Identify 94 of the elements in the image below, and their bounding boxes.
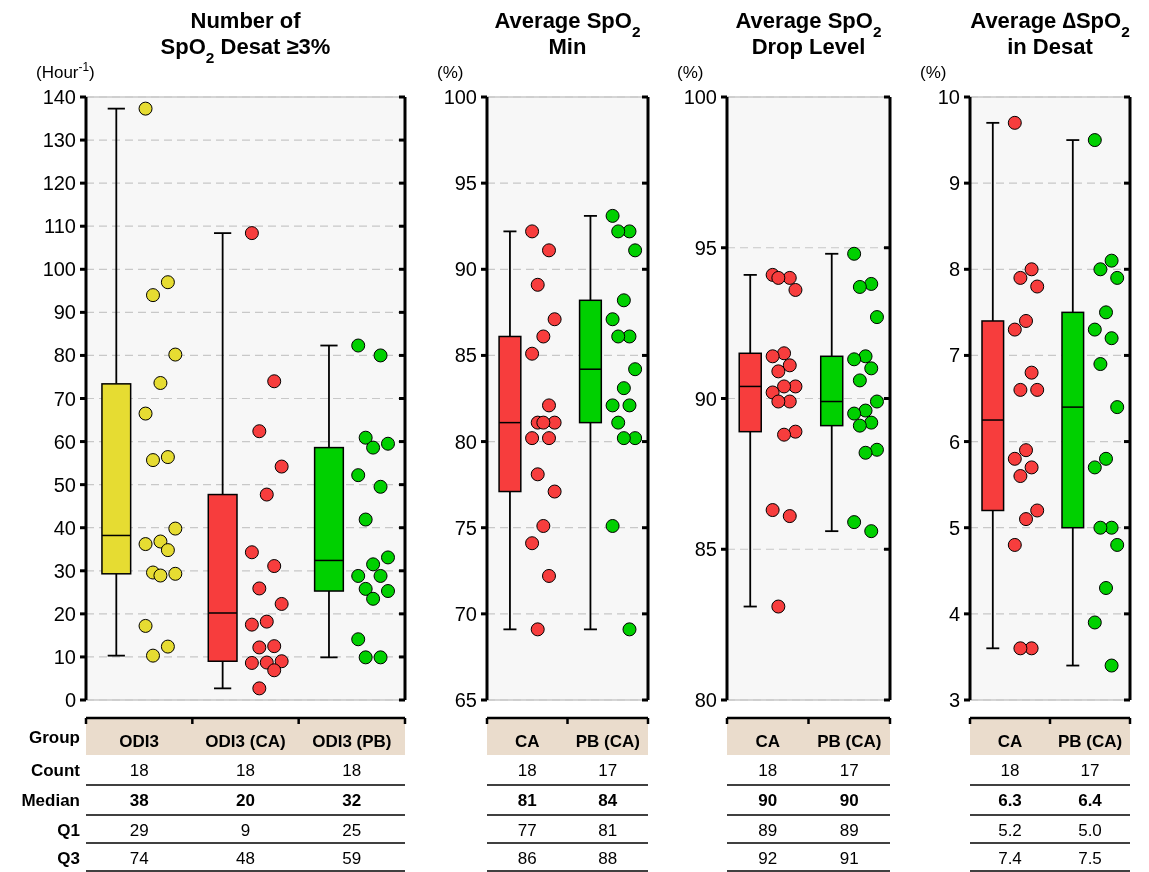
y-tick-label: 5: [948, 516, 960, 539]
y-tick-label: 75: [454, 516, 477, 539]
text: 86: [517, 849, 537, 868]
y-axis-title: (%): [437, 63, 464, 82]
text: 17: [1080, 761, 1100, 780]
text: 18: [1000, 761, 1020, 780]
y-tick-label: 10: [937, 86, 960, 108]
text: 9: [240, 821, 251, 840]
x-tick-label: CA: [514, 732, 540, 751]
text: Q3: [57, 849, 80, 868]
y-tick-label: 65: [454, 689, 477, 711]
y-tick-label: 100: [683, 86, 717, 108]
x-tick-label: ODI3 (CA): [205, 732, 286, 751]
x-tick-label: PB (CA): [575, 732, 640, 751]
text: 92: [758, 849, 778, 868]
x-tick-label: PB (CA): [1057, 732, 1123, 751]
y-tick-label: 120: [42, 172, 76, 195]
y-axis-title: (%): [677, 63, 704, 82]
text: 74: [129, 849, 149, 868]
y-tick-label: 60: [53, 430, 76, 453]
text: 38: [129, 791, 149, 810]
chart-title: Average SpO$_{2}$ Min: [494, 8, 641, 59]
text: Group: [29, 728, 80, 747]
text: 7.5: [1078, 849, 1102, 868]
text: 90: [839, 791, 859, 810]
x-tick-label: CA: [755, 732, 781, 751]
y-tick-label: 30: [53, 559, 76, 582]
text: 77: [517, 821, 537, 840]
y-tick-label: 20: [53, 602, 76, 625]
text: Median: [21, 791, 80, 810]
text: 18: [758, 761, 778, 780]
text: 18: [236, 761, 255, 780]
y-tick-label: 90: [694, 387, 717, 410]
text: 89: [758, 821, 778, 840]
y-tick-label: 100: [443, 86, 477, 108]
x-tick-label: ODI3 (PB): [312, 732, 392, 751]
y-tick-label: 8: [948, 258, 960, 281]
text: 5.2: [998, 821, 1022, 840]
x-tick-label: ODI3: [119, 732, 160, 751]
y-tick-label: 40: [53, 516, 76, 539]
text: 29: [129, 821, 149, 840]
text: 84: [598, 791, 618, 810]
text: 6.3: [998, 791, 1022, 810]
text: 48: [236, 849, 255, 868]
y-tick-label: 10: [53, 645, 76, 668]
y-tick-label: 95: [454, 172, 477, 195]
y-tick-label: 70: [53, 387, 76, 410]
y-axis-title: (Hour$^{-1}$): [36, 60, 95, 82]
text: 90: [758, 791, 778, 810]
y-tick-label: 130: [42, 129, 76, 152]
y-tick-label: 80: [454, 430, 477, 453]
text: 5.0: [1078, 821, 1102, 840]
text: 89: [839, 821, 859, 840]
y-tick-label: 85: [694, 538, 717, 561]
text: 88: [598, 849, 618, 868]
text: Count: [30, 761, 81, 780]
text: 32: [342, 791, 362, 810]
text: 20: [236, 791, 255, 810]
chart-title: Number of SpO$_{2}$ Desat ≥3%: [160, 8, 331, 66]
text: 81: [517, 791, 537, 810]
y-tick-label: 90: [53, 301, 76, 324]
y-tick-label: 80: [694, 689, 717, 711]
y-tick-label: 6: [948, 430, 960, 453]
y-tick-label: 0: [64, 689, 76, 711]
text: Q1: [57, 821, 80, 840]
chart-title: Average SpO$_{2}$ Drop Level: [735, 8, 882, 59]
y-tick-label: 80: [53, 344, 76, 367]
y-tick-label: 100: [42, 258, 76, 281]
y-tick-label: 9: [948, 172, 960, 195]
y-tick-label: 90: [454, 258, 477, 281]
y-tick-label: 50: [53, 473, 76, 496]
text: 6.4: [1078, 791, 1103, 810]
y-tick-label: 70: [454, 602, 477, 625]
text: 18: [342, 761, 362, 780]
y-tick-label: 140: [42, 86, 76, 108]
x-tick-label: CA: [997, 732, 1023, 751]
text: 91: [839, 849, 859, 868]
y-tick-label: 110: [44, 215, 76, 238]
text: 25: [342, 821, 362, 840]
y-axis-title: (%): [920, 63, 947, 82]
chart-title: Average ∆SpO$_{2}$ in Desat: [970, 8, 1130, 59]
text: 7.4: [998, 849, 1022, 868]
text: 81: [598, 821, 618, 840]
text: 18: [517, 761, 537, 780]
x-tick-label: PB (CA): [817, 732, 882, 751]
y-tick-label: 3: [948, 689, 960, 711]
text: 18: [129, 761, 149, 780]
text: 59: [342, 849, 362, 868]
y-tick-label: 95: [694, 236, 717, 259]
y-tick-label: 7: [948, 344, 960, 367]
text: 17: [598, 761, 618, 780]
y-tick-label: 4: [948, 602, 960, 625]
y-tick-label: 85: [454, 344, 477, 367]
text: 17: [839, 761, 859, 780]
